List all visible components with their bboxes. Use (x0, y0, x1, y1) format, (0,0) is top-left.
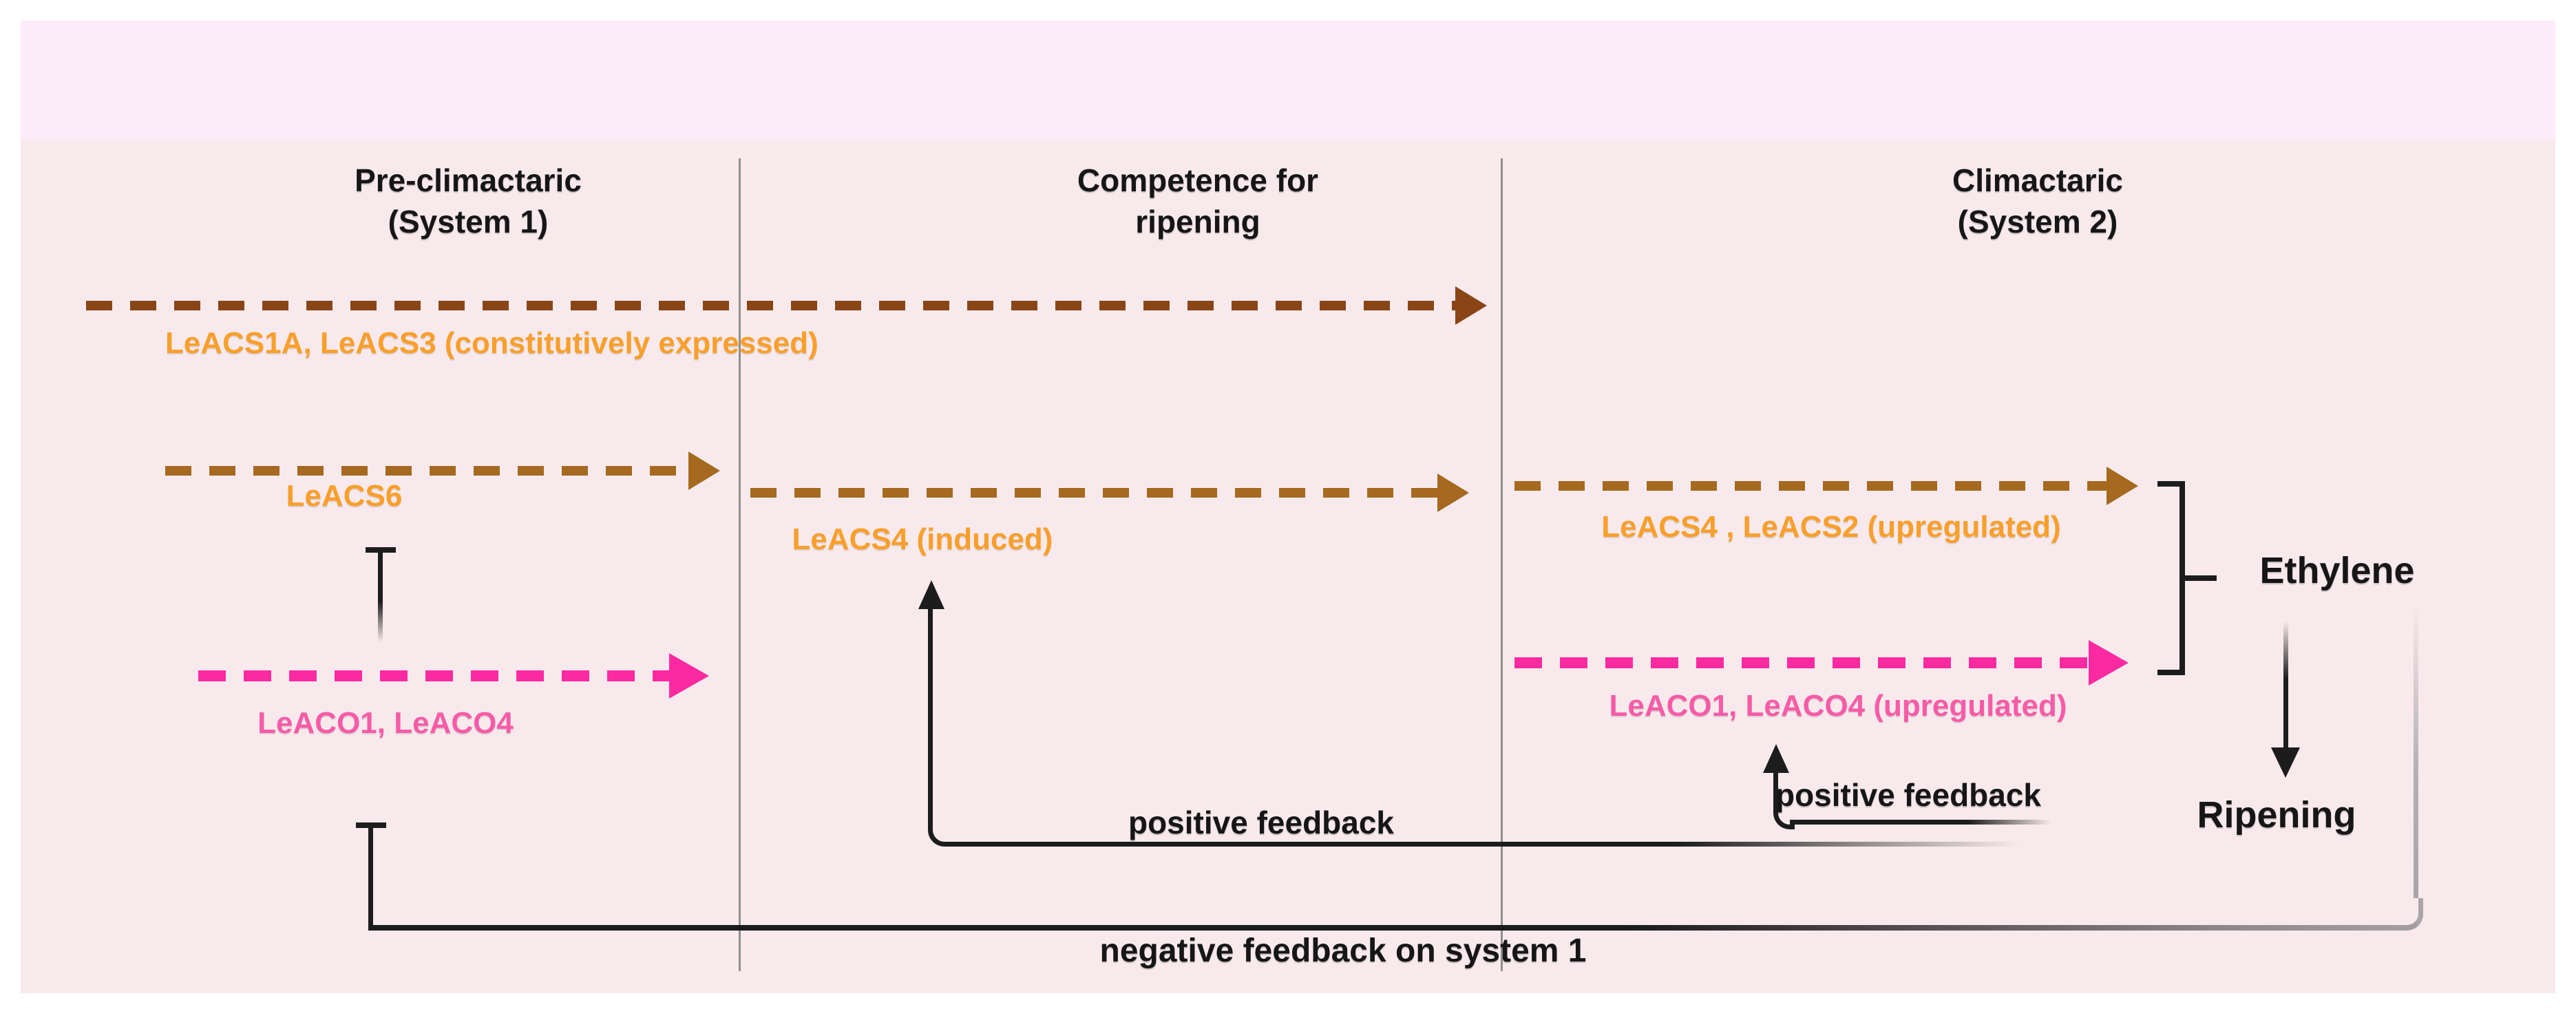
label-leacs6: LeACS6 (286, 479, 403, 513)
positive-feedback-mid-vertical-line (928, 606, 933, 826)
positive-feedback-right-corner-icon (1773, 805, 1795, 829)
column-title-line1: Pre-climactaric (355, 162, 582, 198)
negative-feedback-horizontal-line (368, 925, 2399, 931)
inhibition-tee-cap-icon (366, 547, 396, 553)
positive-feedback-right-vertical-line (1773, 769, 1778, 805)
column-title-climactaric: Climactaric (System 2) (1952, 160, 2123, 242)
column-title-line1: Competence for (1077, 162, 1319, 198)
acs-constitutive-dashed-arrow (86, 301, 1457, 310)
label-negative-feedback: negative feedback on system 1 (1099, 933, 1587, 969)
label-positive-feedback-right: positive feedback (1775, 777, 2042, 813)
column-title-line2: ripening (1135, 204, 1260, 240)
label-positive-feedback-mid: positive feedback (1128, 805, 1395, 840)
negative-feedback-corner-icon (2394, 898, 2423, 931)
label-leacs4-induced: LeACS4 (induced) (792, 522, 1053, 556)
leaco-system1-arrowhead-icon (669, 653, 709, 699)
header-band (21, 21, 2555, 141)
column-title-line2: (System 1) (388, 204, 549, 240)
positive-feedback-mid-horizontal-line (946, 842, 2020, 847)
bracket-middle-tick-icon (2185, 575, 2217, 581)
leacs4-leacs2-dashed-arrow (1514, 481, 2108, 491)
acs-constitutive-arrowhead-icon (1455, 286, 1487, 325)
column-title-line1: Climactaric (1952, 162, 2124, 198)
negative-feedback-tee-stem (368, 825, 373, 928)
bracket-vertical-icon (2179, 481, 2185, 675)
leacs4-induced-arrowhead-icon (1437, 474, 1469, 512)
inhibition-tee-stem-icon (378, 551, 383, 642)
positive-feedback-mid-arrowhead-icon (918, 580, 944, 609)
label-ethylene: Ethylene (2259, 550, 2415, 591)
leaco-system1-dashed-arrow (198, 670, 671, 681)
positive-feedback-right-horizontal-line (1790, 820, 2051, 825)
leacs6-dashed-arrow (165, 466, 690, 476)
label-ripening: Ripening (2197, 794, 2356, 836)
leacs4-induced-dashed-arrow (750, 488, 1439, 498)
column-divider-1 (739, 158, 741, 971)
negative-feedback-vertical-line (2414, 606, 2418, 898)
column-divider-2 (1501, 158, 1503, 971)
label-leacs1a-leacs3: LeACS1A, LeACS3 (constitutively expresse… (165, 326, 819, 360)
column-title-line2: (System 2) (1957, 204, 2118, 240)
leacs6-arrowhead-icon (688, 452, 720, 490)
leacs4-leacs2-arrowhead-icon (2107, 467, 2138, 505)
column-title-preclimactaric: Pre-climactaric (System 1) (355, 160, 582, 242)
positive-feedback-mid-corner-icon (928, 823, 951, 847)
ethylene-to-ripening-arrowhead-icon (2271, 747, 2300, 778)
bracket-top-tick-icon (2157, 481, 2181, 487)
leaco-upregulated-dashed-arrow (1514, 657, 2090, 668)
label-leaco-system1: LeACO1, LeACO4 (257, 706, 514, 740)
label-leaco-upregulated: LeACO1, LeACO4 (upregulated) (1609, 689, 2067, 723)
ethylene-to-ripening-arrow-line (2283, 622, 2288, 749)
bracket-bottom-tick-icon (2157, 670, 2181, 675)
main-panel (21, 141, 2555, 993)
leaco-upregulated-arrowhead-icon (2089, 640, 2129, 686)
label-leacs4-leacs2-upregulated: LeACS4 , LeACS2 (upregulated) (1601, 510, 2061, 544)
positive-feedback-right-arrowhead-icon (1763, 744, 1789, 773)
column-title-competence: Competence for ripening (1077, 160, 1318, 242)
